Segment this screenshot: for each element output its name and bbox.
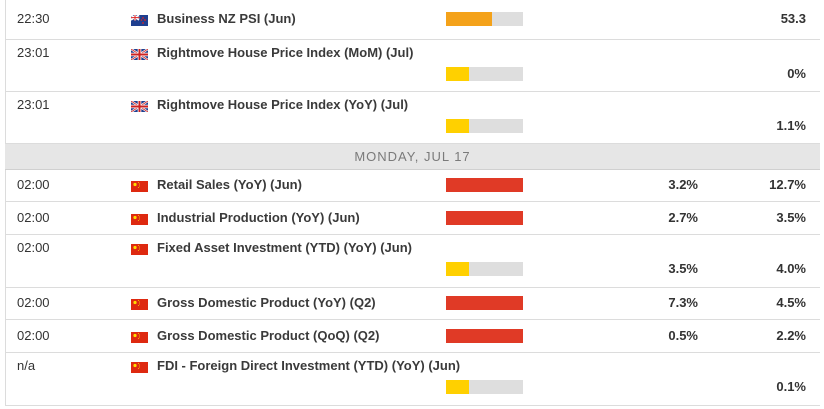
impact-fill bbox=[446, 262, 470, 276]
event-row[interactable]: 02:00 Gross Domestic Product (YoY) (Q2) 7.… bbox=[5, 288, 820, 320]
impact-fill bbox=[446, 67, 470, 81]
event-time: 23:01 bbox=[17, 45, 50, 60]
event-name: Rightmove House Price Index (MoM) (Jul) bbox=[157, 45, 414, 60]
event-row[interactable]: 02:00 Gross Domestic Product (QoQ) (Q2) 0.… bbox=[5, 320, 820, 353]
impact-bar bbox=[446, 210, 523, 225]
country-flag bbox=[130, 99, 149, 113]
impact-bar bbox=[446, 67, 523, 81]
country-flag bbox=[130, 13, 148, 26]
event-name: FDI - Foreign Direct Investment (YTD) (Y… bbox=[157, 358, 461, 373]
previous-value: 4.0% bbox=[776, 261, 806, 276]
consensus-value: 2.7% bbox=[668, 209, 698, 225]
impact-fill bbox=[446, 12, 493, 26]
event-row[interactable]: 02:00 Fixed Asset Investment (YTD) (YoY) … bbox=[5, 235, 820, 288]
impact-bar bbox=[446, 262, 523, 276]
event-row[interactable]: 23:01 Rightmove House Price Index (YoY) (… bbox=[5, 92, 820, 144]
event-time: 02:00 bbox=[17, 327, 50, 343]
country-flag bbox=[131, 179, 148, 192]
event-name: Fixed Asset Investment (YTD) (YoY) (Jun) bbox=[157, 240, 412, 255]
previous-value: 53.3 bbox=[780, 11, 806, 26]
event-name: Rightmove House Price Index (YoY) (Jul) bbox=[157, 97, 409, 112]
event-time: 02:00 bbox=[17, 295, 50, 310]
country-flag bbox=[131, 242, 148, 255]
impact-fill bbox=[446, 210, 523, 225]
previous-value: 3.5% bbox=[776, 209, 806, 225]
impact-fill bbox=[446, 119, 470, 133]
consensus-value: 3.2% bbox=[668, 177, 698, 192]
impact-fill bbox=[446, 328, 523, 343]
previous-value: 2.2% bbox=[776, 327, 806, 343]
event-name: Gross Domestic Product (QoQ) (Q2) bbox=[157, 327, 380, 343]
country-flag bbox=[131, 297, 148, 310]
event-time: 02:00 bbox=[17, 240, 50, 255]
event-time: 23:01 bbox=[17, 97, 50, 112]
previous-value: 0.1% bbox=[776, 379, 806, 394]
event-name: Industrial Production (YoY) (Jun) bbox=[157, 209, 360, 225]
impact-bar bbox=[446, 12, 523, 26]
event-time: 02:00 bbox=[17, 209, 50, 225]
event-time: 02:00 bbox=[17, 177, 50, 192]
impact-bar bbox=[446, 296, 523, 310]
event-time: 22:30 bbox=[17, 11, 50, 26]
date-header: MONDAY, JUL 17 bbox=[5, 144, 820, 170]
event-row[interactable]: 02:00 Retail Sales (YoY) (Jun) 3.2% 12.7% bbox=[5, 170, 820, 202]
consensus-value: 7.3% bbox=[668, 295, 698, 310]
impact-fill bbox=[446, 296, 523, 310]
event-name: Retail Sales (YoY) (Jun) bbox=[157, 177, 302, 192]
previous-value: 12.7% bbox=[769, 177, 806, 192]
impact-bar bbox=[446, 380, 523, 394]
event-name: Gross Domestic Product (YoY) (Q2) bbox=[157, 295, 376, 310]
event-row[interactable]: 22:30 Business NZ PSI (Jun) 53.3 bbox=[5, 0, 820, 40]
impact-bar bbox=[446, 119, 523, 133]
date-label: MONDAY, JUL 17 bbox=[354, 149, 471, 164]
impact-fill bbox=[446, 380, 470, 394]
event-row[interactable]: n/a FDI - Foreign Direct Investment (YTD)… bbox=[5, 353, 820, 406]
impact-fill bbox=[446, 178, 523, 192]
country-flag bbox=[131, 212, 148, 225]
country-flag bbox=[130, 47, 149, 61]
event-row[interactable]: 23:01 Rightmove House Price Index (MoM) (… bbox=[5, 40, 820, 92]
event-name: Business NZ PSI (Jun) bbox=[157, 11, 296, 26]
previous-value: 4.5% bbox=[776, 295, 806, 310]
consensus-value: 3.5% bbox=[668, 261, 698, 276]
event-row[interactable]: 02:00 Industrial Production (YoY) (Jun) 2.… bbox=[5, 202, 820, 235]
impact-bar bbox=[446, 328, 523, 343]
previous-value: 0% bbox=[787, 66, 806, 81]
country-flag bbox=[131, 330, 148, 343]
country-flag bbox=[131, 360, 148, 373]
event-time: n/a bbox=[17, 358, 36, 373]
impact-bar bbox=[446, 178, 523, 192]
previous-value: 1.1% bbox=[776, 118, 806, 133]
consensus-value: 0.5% bbox=[668, 327, 698, 343]
